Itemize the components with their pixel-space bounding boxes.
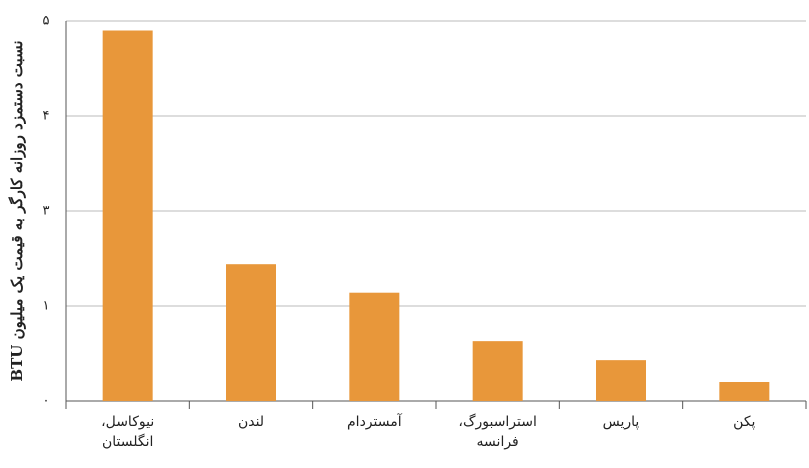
bar bbox=[102, 30, 153, 401]
y-axis-label: نسبت دستمزد روزانه کارگر به قیمت یک میلی… bbox=[8, 40, 26, 381]
bar bbox=[226, 264, 276, 401]
y-tick-label: ۰ bbox=[43, 394, 50, 409]
x-tick-label: استراسبورگ، فرانسه bbox=[458, 414, 537, 450]
bar bbox=[719, 382, 770, 401]
x-tick-label: لندن bbox=[237, 414, 265, 430]
x-tick-label: پکن bbox=[733, 414, 756, 430]
x-tick-label: پاریس bbox=[602, 414, 640, 430]
y-tick-label: ۵ bbox=[43, 14, 50, 29]
x-tick-label: نیوکاسل، انگلستان bbox=[101, 414, 155, 450]
bar bbox=[472, 341, 523, 401]
y-tick-label: ۴ bbox=[43, 109, 50, 124]
bar bbox=[596, 360, 646, 401]
y-tick-label: ۳ bbox=[43, 204, 50, 219]
x-tick-label: آمستردام bbox=[347, 414, 402, 430]
y-tick-label: ۱ bbox=[43, 299, 50, 314]
bar bbox=[349, 292, 400, 401]
